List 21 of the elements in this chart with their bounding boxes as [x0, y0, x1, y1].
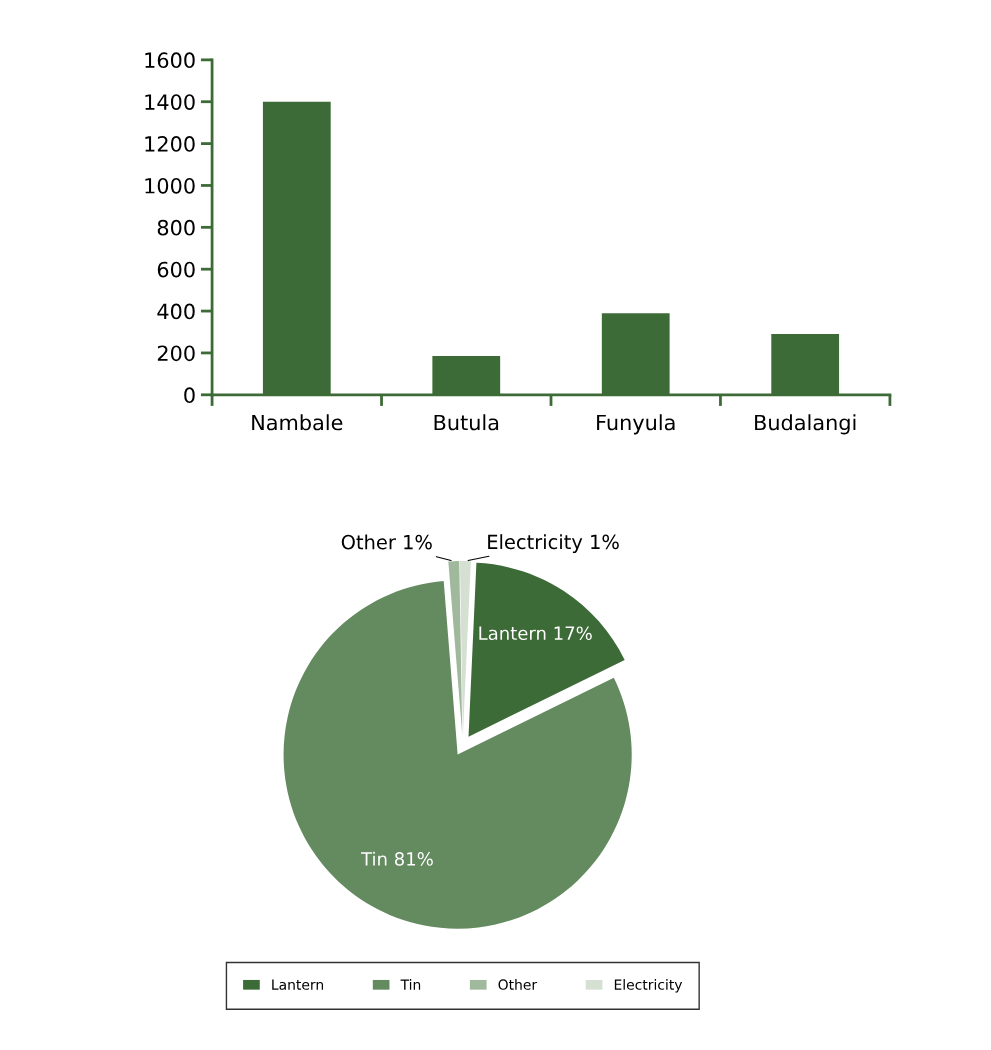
legend-label: Electricity — [614, 979, 683, 993]
legend-label: Lantern — [272, 979, 324, 990]
y-tick-label: 1000 — [145, 177, 195, 194]
data-label: Other 1% — [341, 534, 432, 550]
y-tick-label: 600 — [157, 261, 195, 278]
y-tick-label: 1200 — [145, 136, 195, 152]
y-tick-label: 800 — [157, 219, 195, 236]
data-label: Lantern 17% — [479, 626, 592, 641]
legend-label: Other — [498, 979, 538, 990]
data-label: Electricity 1% — [488, 534, 619, 553]
data-label: Tin 81% — [361, 851, 433, 866]
y-tick-label: 0 — [184, 387, 195, 404]
y-tick-label: 1400 — [145, 94, 195, 110]
y-tick-label: 200 — [157, 345, 195, 362]
x-tick-label: Butula — [434, 414, 499, 431]
y-tick-label: 400 — [157, 303, 195, 320]
legend-label: Tin — [400, 979, 421, 990]
x-tick-label: Funyula — [597, 414, 675, 435]
y-tick-label: 1600 — [145, 52, 195, 69]
x-tick-label: Nambale — [252, 414, 343, 431]
x-tick-label: Budalangi — [755, 414, 856, 435]
